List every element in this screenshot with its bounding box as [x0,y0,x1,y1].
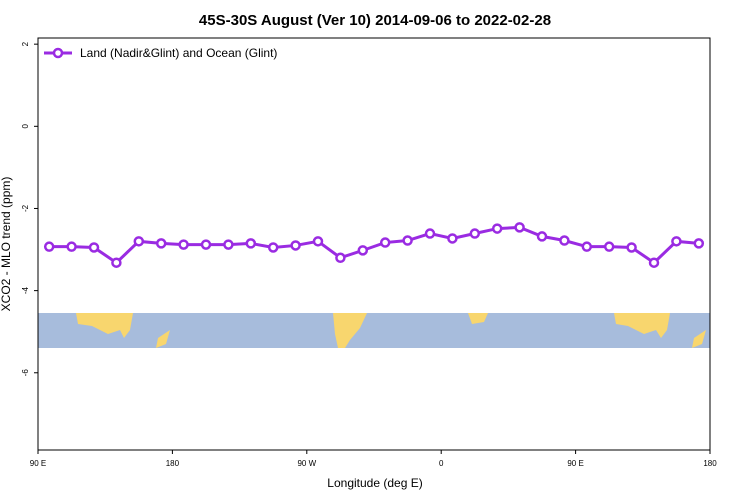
map-strip [38,313,710,348]
data-point [312,236,324,247]
data-point [290,240,301,251]
chart-title: 45S-30S August (Ver 10) 2014-09-06 to 20… [199,12,551,29]
data-point [514,222,525,233]
data-point [581,241,593,252]
data-point [178,239,189,250]
data-point [447,233,458,244]
data-point [335,252,346,264]
y-tick-label: -2 [21,204,30,212]
x-tick-label: 90 E [30,459,46,468]
data-point [379,237,391,248]
x-tick-label: 90 E [567,459,583,468]
x-tick-label: 90 W [297,459,316,468]
legend-label: Land (Nadir&Glint) and Ocean (Glint) [80,46,277,60]
data-point [357,245,369,256]
data-point [469,228,481,239]
data-point [66,241,77,252]
data-point [693,238,705,249]
data-point [200,239,212,250]
data-point [626,242,637,253]
data-point [223,239,234,250]
data-point [43,241,55,252]
y-tick-label: -4 [21,287,30,295]
data-point [267,242,279,253]
data-point [424,228,436,239]
x-tick-label: 180 [703,459,717,468]
data-point [245,238,257,249]
data-point [133,236,145,247]
data-point [155,238,167,249]
data-point [603,241,615,252]
y-tick-label: 0 [21,124,30,129]
data-point [671,236,682,247]
y-tick-label: 2 [21,41,30,46]
x-tick-label: 180 [166,459,180,468]
y-axis-label: XCO2 - MLO trend (ppm) [0,177,13,312]
x-tick-label: 0 [439,459,444,468]
data-point [402,235,413,246]
data-point [491,223,503,234]
data-point [536,231,548,242]
plot-frame [37,37,711,451]
series-line [49,225,699,265]
data-point [88,242,100,253]
data-point [559,235,570,246]
legend-marker [52,47,64,59]
data-point [111,257,122,268]
x-axis-label: Longitude (deg E) [327,476,422,490]
y-tick-label: -6 [21,369,30,377]
data-point [648,257,660,268]
